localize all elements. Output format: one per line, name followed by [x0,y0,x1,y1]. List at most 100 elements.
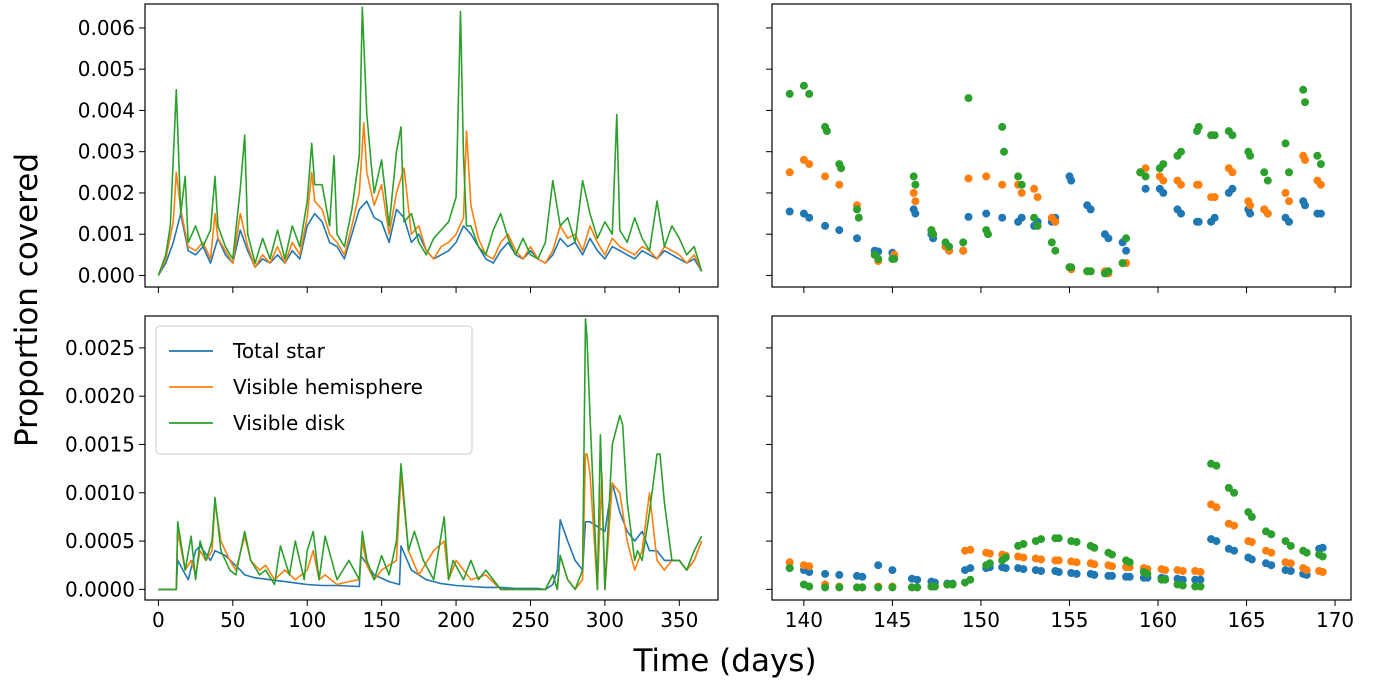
data-point-visible-hemisphere [805,562,814,571]
data-point-visible-disk [805,582,814,591]
data-point-visible-hemisphere [1019,553,1028,562]
data-point-visible-disk [1210,131,1219,140]
data-point-visible-disk [858,583,867,592]
panel-bottom-right: 140 145 150 155 160 165 170 [766,315,1354,632]
data-point-visible-disk [1086,267,1095,276]
data-point-visible-disk [930,582,939,591]
x-tick-label: 50 [220,608,245,632]
x-tick-label: 250 [511,608,549,632]
data-point-total-star [1017,213,1026,222]
data-point-total-star [1212,537,1221,546]
x-tick-label: 100 [288,608,326,632]
data-point-visible-disk [1177,147,1185,156]
data-point-total-star [1178,575,1187,584]
data-point-visible-disk [929,230,938,239]
data-point-visible-disk [1260,168,1269,177]
y-tick-label: 0.0020 [65,384,135,408]
data-point-visible-hemisphere [1246,201,1255,210]
data-point-visible-disk [1246,151,1255,160]
axes-frame [771,3,1352,288]
x-tick-label: 200 [437,608,475,632]
data-point-visible-disk [1281,537,1290,546]
data-point-visible-disk [1122,234,1131,243]
data-point-total-star [835,570,844,579]
data-point-total-star [1316,209,1325,218]
data-point-total-star [821,569,830,578]
legend-label-visible-disk: Visible disk [233,411,345,435]
plot-area [785,459,1327,592]
data-point-visible-disk [1286,541,1295,550]
data-point-visible-disk [874,254,883,263]
data-point-total-star [1072,569,1081,578]
data-point-visible-disk [1224,483,1233,492]
data-point-total-star [1196,575,1205,584]
y-tick-label: 0.003 [78,140,135,164]
data-point-visible-disk [1030,213,1039,222]
data-point-visible-disk [1299,85,1308,94]
x-tick-label: 145 [873,608,911,632]
data-point-total-star [835,226,844,235]
data-point-total-star [874,561,883,570]
data-point-total-star [1286,567,1295,575]
panel-top-left: 0.000 0.001 0.002 0.003 0.004 0.005 0.006 [78,3,719,293]
data-point-visible-disk [1000,147,1008,156]
data-point-visible-disk [1118,259,1127,268]
data-point-visible-disk [1194,122,1203,131]
y-tick-label: 0.0015 [65,432,135,456]
panels: 0.000 0.001 0.002 0.003 0.004 0.005 0.006 0 50 10… [65,3,1354,632]
plot-area [157,6,703,276]
x-tick-label: 150 [363,608,401,632]
legend-label-visible-hemisphere: Visible hemisphere [233,375,423,399]
data-point-total-star [1301,201,1309,210]
data-point-visible-disk [821,583,830,592]
data-point-total-star [911,209,920,218]
x-tick-label: 160 [1139,608,1177,632]
y-tick-label: 0.005 [78,57,135,81]
data-point-total-star [888,566,897,575]
data-point-visible-disk [785,564,794,573]
y-tick-label: 0.0000 [65,577,135,601]
data-point-visible-disk [1037,535,1046,544]
data-point-visible-disk [948,580,957,589]
data-point-visible-disk [964,94,973,103]
data-point-visible-disk [1104,267,1113,276]
x-tick-label: 170 [1316,608,1354,632]
data-point-visible-disk [785,89,794,98]
data-point-visible-disk [984,230,992,239]
data-point-visible-hemisphere [1159,176,1168,185]
data-point-total-star [1037,567,1046,575]
data-point-visible-hemisphere [805,160,814,169]
data-point-total-star [1228,184,1237,193]
series-line-visible-hemisphere [157,122,703,276]
data-point-total-star [1090,570,1099,579]
data-point-visible-hemisphere [1033,193,1042,202]
x-tick-label: 0 [152,608,165,632]
data-point-visible-hemisphere [985,549,994,558]
data-point-total-star [1104,234,1113,243]
data-point-visible-disk [909,172,918,181]
data-point-visible-disk [1108,550,1116,559]
data-point-visible-hemisphere [1286,559,1295,568]
data-point-total-star [1285,217,1293,226]
plot-area [158,318,703,591]
data-point-visible-disk [854,213,863,222]
data-point-total-star [1001,564,1010,573]
data-point-visible-disk [1318,552,1327,561]
data-point-visible-hemisphere [1281,188,1290,197]
data-point-total-star [1318,543,1327,552]
data-point-total-star [1210,213,1219,222]
data-point-visible-hemisphere [1210,193,1219,202]
data-point-visible-disk [1196,582,1205,591]
data-point-visible-disk [835,583,844,592]
data-point-total-star [966,564,975,573]
data-point-visible-disk [1051,246,1060,255]
data-point-visible-hemisphere [1054,556,1063,565]
data-point-visible-disk [1301,98,1309,107]
data-point-total-star [1122,246,1131,255]
data-point-visible-hemisphere [785,558,794,567]
data-point-visible-hemisphere [1037,555,1046,564]
legend: Total star Visible hemisphere Visible disk [155,325,473,455]
data-point-visible-hemisphere [911,197,920,206]
x-tick-label: 150 [962,608,1000,632]
data-point-total-star [1247,555,1256,564]
